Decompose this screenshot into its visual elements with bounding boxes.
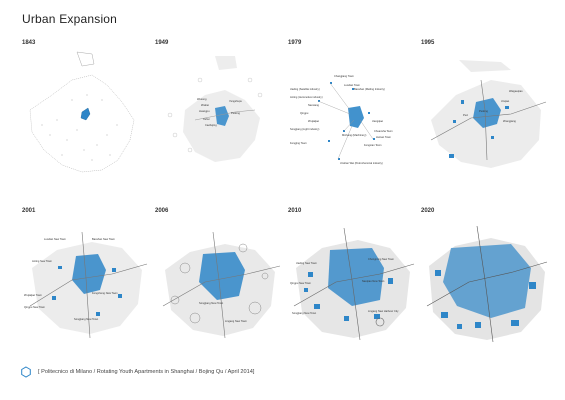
map-panel-2020: 2020 [421,208,551,358]
map-label: Puxi [463,113,468,117]
map-label: Songjiang New Town [74,317,99,321]
year-label: 1843 [22,40,36,46]
page-title: Urban Expansion [22,12,118,26]
map-label: Zhabei [201,103,209,107]
map-label: Qingpu New Town [24,305,46,309]
map-label: Luodian New Town [44,237,66,241]
map-label: Fengcheng New Town [92,291,118,295]
year-label: 2006 [155,208,169,214]
map-label: Baoshan (Meiling Industry) [354,87,385,91]
map-label: Minhang (Machinery) [342,133,366,137]
map-label: Nanqiao New Town [362,279,385,283]
map-panel-2006: Songjiang New Town Lingang New Town 2006 [155,208,285,358]
map-label: Pudong [479,109,489,113]
map-label: Pudong [231,111,241,115]
hexagon-icon [21,366,31,378]
year-label: 2020 [421,208,435,214]
map-label: Jiading (Satellite industry) [290,87,320,91]
footer: [ Politecnico di Milano / Rotating Youth… [20,366,254,378]
map-1995: Pudong Puxi Jinqiao Zhangjiang Waigaoqia… [430,60,547,168]
map-1949: Wusong Yangshupu Zhabei Pudong Huangpu X… [167,56,263,162]
map-panel-2010: Jiading New Town Chongming New Town Qing… [288,208,418,358]
map-label: Songjiang (Light industry) [290,127,320,131]
year-label: 1979 [288,40,302,46]
map-2020 [426,225,548,343]
map-panel-1995: Pudong Puxi Jinqiao Zhangjiang Waigaoqia… [421,40,551,190]
map-label: Zhujiajiao [308,119,320,123]
map-label: Jiangqiao [372,119,384,123]
map-label: Lingang New Harbour City [368,309,399,313]
year-label: 1995 [421,40,435,46]
map-label: Zhangjiang [503,119,516,123]
map-label: Lingang New Town [225,319,247,323]
map-label: Jinqiao [501,99,510,103]
map-label: Fengjing Town [290,141,307,145]
map-1979: Changjiang Town Luodian Town Baoshan (Me… [290,74,393,165]
map-label: Wusong [197,97,207,101]
map-label: Xuhui [203,117,210,121]
year-label: 2010 [288,208,302,214]
footer-credit: [ Politecnico di Milano / Rotating Youth… [38,369,255,375]
map-label: Qingpu New Town [290,281,312,285]
map-label: Fengxian Town [364,143,382,147]
map-label: Chongming New Town [368,257,394,261]
map-label: Baoshan New Town [92,237,115,241]
map-panel-1843: 1843 [22,40,152,190]
map-2006: Songjiang New Town Lingang New Town [162,231,281,339]
map-label: Huinan Town [376,135,392,139]
map-label: Qingpu [300,111,309,115]
map-panel-1979: Changjiang Town Luodian Town Baoshan (Me… [288,40,418,190]
map-label: Changjiang Town [334,74,354,78]
map-2001: Luodian New Town Anting New Town Baoshan… [24,231,148,339]
map-label: Anting (Automotive industry) [290,95,323,99]
map-label: Caohejing [205,123,217,127]
map-label: Chuansha Town [374,129,393,133]
map-label: Waigaoqiao [509,89,523,93]
year-label: 1949 [155,40,169,46]
map-label: Anting New Town [32,259,53,263]
map-panel-2001: Luodian New Town Anting New Town Baoshan… [22,208,152,358]
map-label: Yangshupu [229,99,242,103]
map-label: Songjiang New Town [292,311,317,315]
map-label: Huangpu [199,109,210,113]
map-label: Nanxiang [308,103,320,107]
year-label: 2001 [22,208,36,214]
map-label: Jiading New Town [296,261,317,265]
map-2010: Jiading New Town Chongming New Town Qing… [290,227,415,341]
map-label: Zhujiajiao Town [24,293,42,297]
map-label: Jinshan Wei (Petrochemical industry) [340,161,383,165]
map-label: Luodian Town [344,83,361,87]
map-label: Songjiang New Town [199,301,224,305]
map-1843 [29,51,135,173]
map-panel-1949: Wusong Yangshupu Zhabei Pudong Huangpu X… [155,40,285,190]
